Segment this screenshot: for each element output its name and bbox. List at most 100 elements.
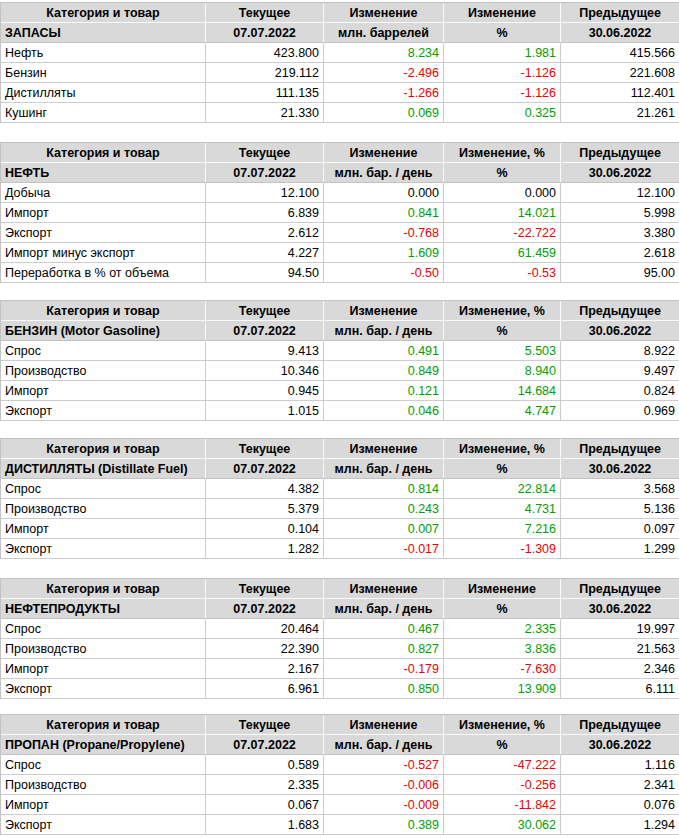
section-header-row: ЗАПАСЫ07.07.2022млн. баррелей%30.06.2022 <box>1 23 679 43</box>
row-label: Добыча <box>1 183 206 203</box>
column-header-row: Категория и товарТекущееИзменениеИзменен… <box>1 301 679 321</box>
current-value: 20.464 <box>206 619 324 639</box>
row-label: Экспорт <box>1 401 206 421</box>
table-row: Добыча12.1000.0000.00012.100 <box>1 183 679 203</box>
current-value: 12.100 <box>206 183 324 203</box>
unit-label: млн. бар. / день <box>324 735 444 755</box>
change-pct-value: 0.000 <box>444 183 561 203</box>
current-value: 0.589 <box>206 755 324 775</box>
col-header-change-pct: Изменение, % <box>444 439 561 459</box>
row-label: Дистилляты <box>1 83 206 103</box>
change-value: 0.467 <box>324 619 444 639</box>
change-pct-value: 30.062 <box>444 815 561 835</box>
unit-label: млн. баррелей <box>324 23 444 43</box>
change-pct-value: -1.309 <box>444 539 561 559</box>
change-pct-value: 1.981 <box>444 43 561 63</box>
change-value: -1.266 <box>324 83 444 103</box>
change-value: -0.017 <box>324 539 444 559</box>
previous-value: 221.608 <box>561 63 679 83</box>
change-value: -0.179 <box>324 659 444 679</box>
current-value: 0.104 <box>206 519 324 539</box>
column-header-row: Категория и товарТекущееИзменениеИзменен… <box>1 579 679 599</box>
previous-value: 415.566 <box>561 43 679 63</box>
change-pct-value: 2.335 <box>444 619 561 639</box>
previous-value: 0.076 <box>561 795 679 815</box>
previous-value: 2.618 <box>561 243 679 263</box>
col-header-previous: Предыдущее <box>561 3 679 23</box>
section-title: ПРОПАН (Propane/Propylene) <box>1 735 206 755</box>
col-header-change: Изменение <box>324 143 444 163</box>
row-label: Производство <box>1 775 206 795</box>
change-value: 0.069 <box>324 103 444 123</box>
col-header-change-pct: Изменение, % <box>444 715 561 735</box>
previous-value: 5.136 <box>561 499 679 519</box>
change-pct-value: -1.126 <box>444 63 561 83</box>
row-label: Импорт минус экспорт <box>1 243 206 263</box>
col-header-current: Текущее <box>206 3 324 23</box>
change-value: -0.50 <box>324 263 444 283</box>
change-value: -0.768 <box>324 223 444 243</box>
row-label: Переработка в % от объема <box>1 263 206 283</box>
change-value: 0.841 <box>324 203 444 223</box>
current-date: 07.07.2022 <box>206 459 324 479</box>
previous-value: 3.380 <box>561 223 679 243</box>
col-header-change-pct: Изменение, % <box>444 143 561 163</box>
table-inventories: Категория и товарТекущееИзменениеИзменен… <box>0 2 679 123</box>
table-row: Импорт2.167-0.179-7.6302.346 <box>1 659 679 679</box>
change-pct-value: 22.814 <box>444 479 561 499</box>
section-title: БЕНЗИН (Motor Gasoline) <box>1 321 206 341</box>
section-header-row: НЕФТЕПРОДУКТЫ07.07.2022млн. бар. / день%… <box>1 599 679 619</box>
column-header-row: Категория и товарТекущееИзменениеИзменен… <box>1 715 679 735</box>
col-header-change-pct: Изменение <box>444 3 561 23</box>
change-value: 0.389 <box>324 815 444 835</box>
table-row: Производство2.335-0.006-0.2562.341 <box>1 775 679 795</box>
current-value: 21.330 <box>206 103 324 123</box>
row-label: Импорт <box>1 203 206 223</box>
unit-label: млн. бар. / день <box>324 599 444 619</box>
table-crude-oil: Категория и товарТекущееИзменениеИзменен… <box>0 142 679 283</box>
row-label: Спрос <box>1 341 206 361</box>
current-value: 2.167 <box>206 659 324 679</box>
change-pct-value: 14.684 <box>444 381 561 401</box>
table-gasoline: Категория и товарТекущееИзменениеИзменен… <box>0 300 679 421</box>
col-header-previous: Предыдущее <box>561 143 679 163</box>
current-value: 1.683 <box>206 815 324 835</box>
previous-value: 6.111 <box>561 679 679 699</box>
table-row: Спрос20.4640.4672.33519.997 <box>1 619 679 639</box>
section-header-row: ПРОПАН (Propane/Propylene)07.07.2022млн.… <box>1 735 679 755</box>
change-value: 0.243 <box>324 499 444 519</box>
current-date: 07.07.2022 <box>206 321 324 341</box>
table-row: Спрос0.589-0.527-47.2221.116 <box>1 755 679 775</box>
previous-value: 112.401 <box>561 83 679 103</box>
section-title: ДИСТИЛЛЯТЫ (Distillate Fuel) <box>1 459 206 479</box>
previous-value: 8.922 <box>561 341 679 361</box>
change-pct-value: -11.842 <box>444 795 561 815</box>
current-value: 5.379 <box>206 499 324 519</box>
current-date: 07.07.2022 <box>206 163 324 183</box>
row-label: Производство <box>1 639 206 659</box>
table-row: Спрос4.3820.81422.8143.568 <box>1 479 679 499</box>
current-value: 10.346 <box>206 361 324 381</box>
change-value: 0.121 <box>324 381 444 401</box>
previous-value: 21.261 <box>561 103 679 123</box>
change-pct-value: 8.940 <box>444 361 561 381</box>
table-row: Импорт6.8390.84114.0215.998 <box>1 203 679 223</box>
table-row: Экспорт1.282-0.017-1.3091.299 <box>1 539 679 559</box>
row-label: Спрос <box>1 479 206 499</box>
previous-value: 12.100 <box>561 183 679 203</box>
percent-label: % <box>444 23 561 43</box>
percent-label: % <box>444 735 561 755</box>
row-label: Экспорт <box>1 223 206 243</box>
col-header-change: Изменение <box>324 301 444 321</box>
col-header-current: Текущее <box>206 143 324 163</box>
row-label: Кушинг <box>1 103 206 123</box>
previous-date: 30.06.2022 <box>561 459 679 479</box>
current-value: 6.961 <box>206 679 324 699</box>
table-row: Производство22.3900.8273.83621.563 <box>1 639 679 659</box>
current-value: 111.135 <box>206 83 324 103</box>
current-value: 2.612 <box>206 223 324 243</box>
current-value: 9.413 <box>206 341 324 361</box>
col-header-current: Текущее <box>206 715 324 735</box>
current-value: 219.112 <box>206 63 324 83</box>
current-value: 6.839 <box>206 203 324 223</box>
